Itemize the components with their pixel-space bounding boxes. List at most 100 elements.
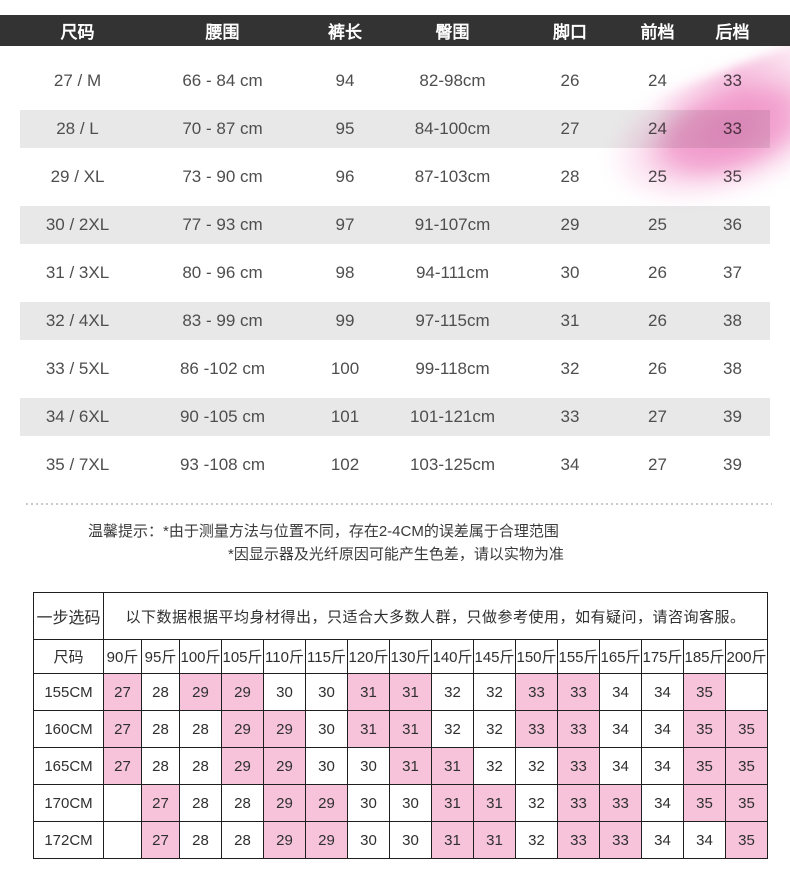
quick-table-row: 160CM 27 28 28 29 29 30 31 31 32 32 33 33 34 34 35 35: [33, 710, 769, 748]
weight-header: 115斤: [305, 639, 348, 674]
quick-table-row: 155CM 27 28 29 29 30 30 31 31 32 32 33 33 34 34 35: [33, 673, 769, 711]
size-value-cell: 35: [683, 747, 726, 785]
weight-header: 130斤: [389, 639, 432, 674]
size-value-cell: 30: [389, 784, 432, 822]
size-value-cell: 34: [641, 784, 684, 822]
size-value-cell: 29: [263, 710, 306, 748]
size-cell: 32 / 4XL: [45, 311, 110, 330]
size-cell: 39: [723, 455, 742, 474]
size-value-cell: 34: [641, 747, 684, 785]
quick-size-table: 一步选码 以下数据根据平均身材得出，只适合大多数人群，只做参考使用，如有疑问，请…: [33, 592, 769, 859]
size-table-row: 35 / 7XL 93 -108 cm 102 103-125cm 34 27 39: [20, 441, 770, 489]
size-value-cell: 28: [179, 784, 222, 822]
size-cell: 97: [335, 215, 355, 234]
size-cell: 26: [648, 311, 667, 330]
size-value-cell: 35: [724, 821, 769, 859]
height-cell: 160CM: [33, 710, 104, 748]
size-cell: 83 - 99 cm: [182, 311, 263, 330]
quick-table-row: 165CM 27 28 28 29 29 30 30 31 31 32 32 33 34 34 35 35: [33, 747, 769, 785]
size-value-cell: 28: [141, 747, 180, 785]
size-value-cell: 28: [221, 784, 264, 822]
size-cell: 87-103cm: [414, 167, 491, 186]
size-cell: 26: [648, 263, 667, 282]
quick-table-row: 172CM 27 28 28 29 29 30 30 31 31 32 33 33 34 34 35: [33, 821, 769, 859]
size-value-cell: 33: [515, 710, 558, 748]
size-cell: 101-121cm: [409, 407, 496, 426]
size-table-body: 27 / M 66 - 84 cm 94 82-98cm 26 24 33 28 / L 70 …: [0, 57, 790, 489]
size-cell: 27: [560, 119, 580, 138]
size-value-cell: 33: [557, 821, 600, 859]
size-cell: 82-98cm: [419, 71, 486, 90]
size-table-row: 33 / 5XL 86 -102 cm 100 99-118cm 32 26 38: [20, 345, 770, 393]
size-cell: 80 - 96 cm: [182, 263, 263, 282]
size-cell: 95: [335, 119, 355, 138]
size-table-row: 32 / 4XL 83 - 99 cm 99 97-115cm 31 26 38: [20, 297, 770, 345]
quick-table-corner: 尺码: [33, 639, 104, 674]
size-value-cell: 29: [263, 821, 306, 859]
size-cell: 103-125cm: [409, 455, 496, 474]
size-value-cell: 29: [263, 747, 306, 785]
size-cell: 97-115cm: [415, 311, 490, 330]
size-cell: 91-107cm: [414, 215, 491, 234]
size-cell: 35: [723, 167, 742, 186]
size-table-row: 27 / M 66 - 84 cm 94 82-98cm 26 24 33: [20, 57, 770, 105]
size-value-cell: 31: [389, 710, 432, 748]
size-value-cell: 32: [473, 710, 516, 748]
size-cell: 29: [560, 215, 580, 234]
weight-header: 165斤: [599, 639, 642, 674]
size-cell: 34 / 6XL: [45, 407, 110, 426]
size-cell: 27 / M: [53, 71, 102, 90]
size-value-cell: 34: [641, 710, 684, 748]
size-value-cell: 29: [305, 821, 348, 859]
size-value-cell: 28: [141, 673, 180, 711]
size-value-cell: 32: [473, 747, 516, 785]
size-value-cell: 34: [683, 821, 726, 859]
weight-header: 155斤: [557, 639, 600, 674]
weight-header: 185斤: [683, 639, 726, 674]
notice-line-1: 温馨提示：*由于测量方法与位置不同，存在2-4CM的误差属于合理范围: [88, 523, 559, 540]
size-cell: 25: [648, 215, 667, 234]
size-cell: 24: [648, 71, 667, 90]
size-value-cell: 33: [557, 710, 600, 748]
size-cell: 38: [723, 311, 742, 330]
size-cell: 90 -105 cm: [179, 407, 266, 426]
height-cell: 172CM: [33, 821, 104, 859]
size-value-cell: 32: [515, 784, 558, 822]
size-value-cell: 27: [103, 710, 142, 748]
size-value-cell: 31: [389, 673, 432, 711]
size-cell: 28: [560, 167, 580, 186]
size-value-cell: 30: [347, 821, 390, 859]
size-table: 尺码 腰围 裤长 臀围 脚口 前档 后档 27 / M 66 - 84 cm 94 82-98cm…: [0, 15, 790, 489]
size-cell: 38: [723, 359, 742, 378]
size-col-header: 前档: [640, 23, 675, 42]
size-value-cell: 35: [683, 673, 726, 711]
size-cell: 35 / 7XL: [45, 455, 110, 474]
size-value-cell: 32: [515, 821, 558, 859]
size-cell: 98: [335, 263, 355, 282]
size-cell: 70 - 87 cm: [182, 119, 263, 138]
size-value-cell: 30: [347, 747, 390, 785]
size-value-cell: 30: [389, 821, 432, 859]
size-cell: 27: [648, 407, 667, 426]
quick-table-title: 一步选码: [33, 592, 104, 640]
size-value-cell: 29: [221, 673, 264, 711]
size-cell: 66 - 84 cm: [182, 71, 263, 90]
size-cell: 31: [560, 311, 580, 330]
size-value-cell: 30: [263, 673, 306, 711]
size-cell: 33: [723, 71, 742, 90]
size-value-cell: 28: [221, 821, 264, 859]
size-cell: 33 / 5XL: [45, 359, 110, 378]
dotted-divider: [26, 503, 772, 505]
size-col-header: 脚口: [553, 23, 587, 42]
size-cell: 94: [335, 71, 355, 90]
size-cell: 30: [560, 263, 580, 282]
size-table-row: 30 / 2XL 77 - 93 cm 97 91-107cm 29 25 36: [20, 201, 770, 249]
size-cell: 25: [648, 167, 667, 186]
size-cell: 32: [560, 359, 580, 378]
quick-table-title-row: 一步选码 以下数据根据平均身材得出，只适合大多数人群，只做参考使用，如有疑问，请…: [33, 592, 769, 640]
height-cell: 155CM: [33, 673, 104, 711]
weight-header: 110斤: [263, 639, 306, 674]
size-value-cell: 35: [724, 710, 769, 748]
size-value-cell: 33: [557, 673, 600, 711]
size-value-cell: 31: [431, 821, 474, 859]
